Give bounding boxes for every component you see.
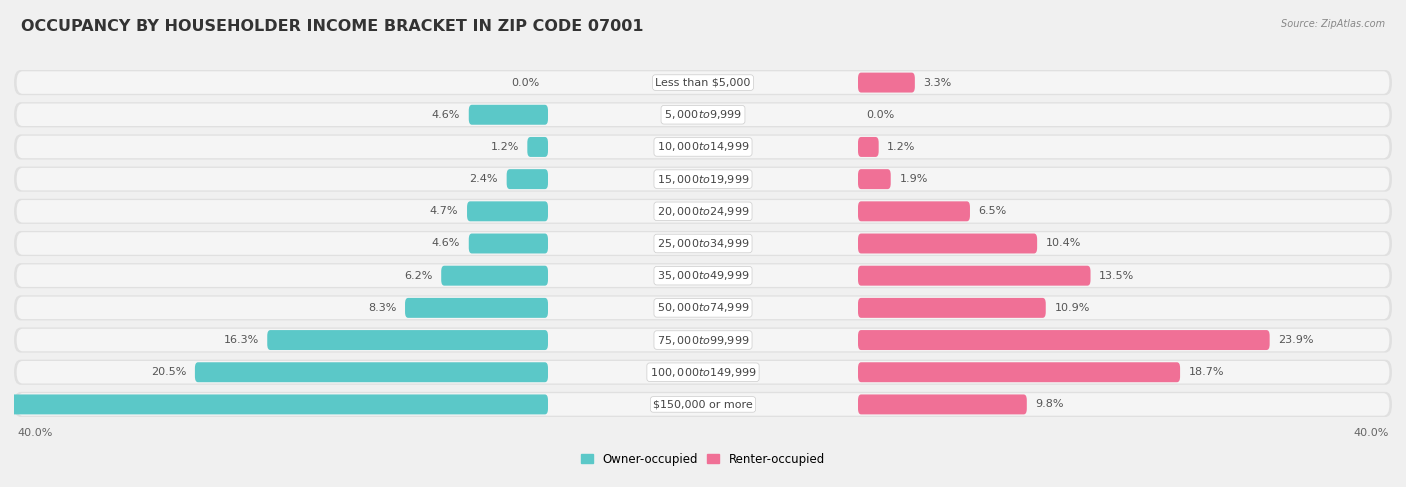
FancyBboxPatch shape bbox=[858, 362, 1180, 382]
FancyBboxPatch shape bbox=[14, 327, 1392, 353]
FancyBboxPatch shape bbox=[17, 297, 1389, 319]
Text: OCCUPANCY BY HOUSEHOLDER INCOME BRACKET IN ZIP CODE 07001: OCCUPANCY BY HOUSEHOLDER INCOME BRACKET … bbox=[21, 19, 644, 35]
FancyBboxPatch shape bbox=[858, 73, 915, 93]
Legend: Owner-occupied, Renter-occupied: Owner-occupied, Renter-occupied bbox=[576, 449, 830, 471]
FancyBboxPatch shape bbox=[14, 167, 1392, 192]
Text: $20,000 to $24,999: $20,000 to $24,999 bbox=[657, 205, 749, 218]
Text: $25,000 to $34,999: $25,000 to $34,999 bbox=[657, 237, 749, 250]
Text: 2.4%: 2.4% bbox=[470, 174, 498, 184]
Text: $75,000 to $99,999: $75,000 to $99,999 bbox=[657, 334, 749, 347]
FancyBboxPatch shape bbox=[467, 201, 548, 221]
Text: 1.9%: 1.9% bbox=[900, 174, 928, 184]
FancyBboxPatch shape bbox=[14, 263, 1392, 288]
FancyBboxPatch shape bbox=[14, 295, 1392, 320]
Text: 4.6%: 4.6% bbox=[432, 239, 460, 248]
Text: $100,000 to $149,999: $100,000 to $149,999 bbox=[650, 366, 756, 379]
FancyBboxPatch shape bbox=[17, 136, 1389, 158]
FancyBboxPatch shape bbox=[17, 168, 1389, 190]
Text: 40.0%: 40.0% bbox=[1353, 428, 1389, 438]
FancyBboxPatch shape bbox=[195, 362, 548, 382]
FancyBboxPatch shape bbox=[441, 266, 548, 286]
Text: 16.3%: 16.3% bbox=[224, 335, 259, 345]
Text: 6.5%: 6.5% bbox=[979, 206, 1007, 216]
Text: 13.5%: 13.5% bbox=[1099, 271, 1135, 281]
FancyBboxPatch shape bbox=[858, 266, 1091, 286]
FancyBboxPatch shape bbox=[858, 298, 1046, 318]
Text: 0.0%: 0.0% bbox=[866, 110, 894, 120]
FancyBboxPatch shape bbox=[527, 137, 548, 157]
Text: 4.7%: 4.7% bbox=[430, 206, 458, 216]
Text: 0.0%: 0.0% bbox=[512, 77, 540, 88]
FancyBboxPatch shape bbox=[468, 105, 548, 125]
FancyBboxPatch shape bbox=[405, 298, 548, 318]
FancyBboxPatch shape bbox=[17, 104, 1389, 126]
FancyBboxPatch shape bbox=[858, 234, 1038, 253]
FancyBboxPatch shape bbox=[14, 392, 1392, 417]
Text: 3.3%: 3.3% bbox=[924, 77, 952, 88]
Text: 10.9%: 10.9% bbox=[1054, 303, 1090, 313]
FancyBboxPatch shape bbox=[14, 199, 1392, 224]
FancyBboxPatch shape bbox=[858, 137, 879, 157]
Text: 18.7%: 18.7% bbox=[1188, 367, 1225, 377]
FancyBboxPatch shape bbox=[14, 134, 1392, 160]
Text: 8.3%: 8.3% bbox=[368, 303, 396, 313]
Text: 10.4%: 10.4% bbox=[1046, 239, 1081, 248]
FancyBboxPatch shape bbox=[17, 232, 1389, 255]
FancyBboxPatch shape bbox=[858, 169, 891, 189]
FancyBboxPatch shape bbox=[14, 360, 1392, 385]
Text: 40.0%: 40.0% bbox=[17, 428, 53, 438]
FancyBboxPatch shape bbox=[858, 201, 970, 221]
Text: Source: ZipAtlas.com: Source: ZipAtlas.com bbox=[1281, 19, 1385, 30]
Text: 23.9%: 23.9% bbox=[1278, 335, 1313, 345]
Text: Less than $5,000: Less than $5,000 bbox=[655, 77, 751, 88]
FancyBboxPatch shape bbox=[14, 102, 1392, 127]
Text: $50,000 to $74,999: $50,000 to $74,999 bbox=[657, 301, 749, 315]
Text: $5,000 to $9,999: $5,000 to $9,999 bbox=[664, 108, 742, 121]
FancyBboxPatch shape bbox=[858, 330, 1270, 350]
FancyBboxPatch shape bbox=[17, 393, 1389, 416]
Text: $35,000 to $49,999: $35,000 to $49,999 bbox=[657, 269, 749, 282]
Text: 9.8%: 9.8% bbox=[1035, 399, 1064, 410]
FancyBboxPatch shape bbox=[17, 264, 1389, 287]
Text: $10,000 to $14,999: $10,000 to $14,999 bbox=[657, 140, 749, 153]
Text: 1.2%: 1.2% bbox=[491, 142, 519, 152]
FancyBboxPatch shape bbox=[17, 71, 1389, 94]
FancyBboxPatch shape bbox=[858, 394, 1026, 414]
Text: 4.6%: 4.6% bbox=[432, 110, 460, 120]
FancyBboxPatch shape bbox=[267, 330, 548, 350]
FancyBboxPatch shape bbox=[17, 361, 1389, 383]
FancyBboxPatch shape bbox=[14, 70, 1392, 95]
FancyBboxPatch shape bbox=[14, 231, 1392, 256]
Text: $15,000 to $19,999: $15,000 to $19,999 bbox=[657, 172, 749, 186]
Text: 6.2%: 6.2% bbox=[404, 271, 433, 281]
Text: 20.5%: 20.5% bbox=[150, 367, 186, 377]
FancyBboxPatch shape bbox=[17, 329, 1389, 351]
FancyBboxPatch shape bbox=[506, 169, 548, 189]
FancyBboxPatch shape bbox=[8, 394, 548, 414]
FancyBboxPatch shape bbox=[17, 200, 1389, 223]
Text: $150,000 or more: $150,000 or more bbox=[654, 399, 752, 410]
FancyBboxPatch shape bbox=[468, 234, 548, 253]
Text: 1.2%: 1.2% bbox=[887, 142, 915, 152]
